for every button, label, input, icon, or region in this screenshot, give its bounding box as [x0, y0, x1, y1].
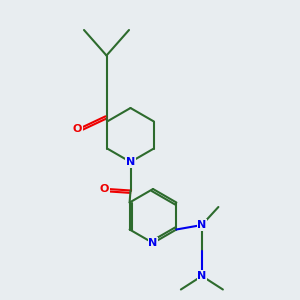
Text: O: O — [73, 124, 82, 134]
Text: N: N — [126, 157, 135, 167]
Text: N: N — [148, 238, 158, 248]
Text: N: N — [197, 271, 206, 281]
Text: N: N — [197, 220, 206, 230]
Text: O: O — [100, 184, 109, 194]
